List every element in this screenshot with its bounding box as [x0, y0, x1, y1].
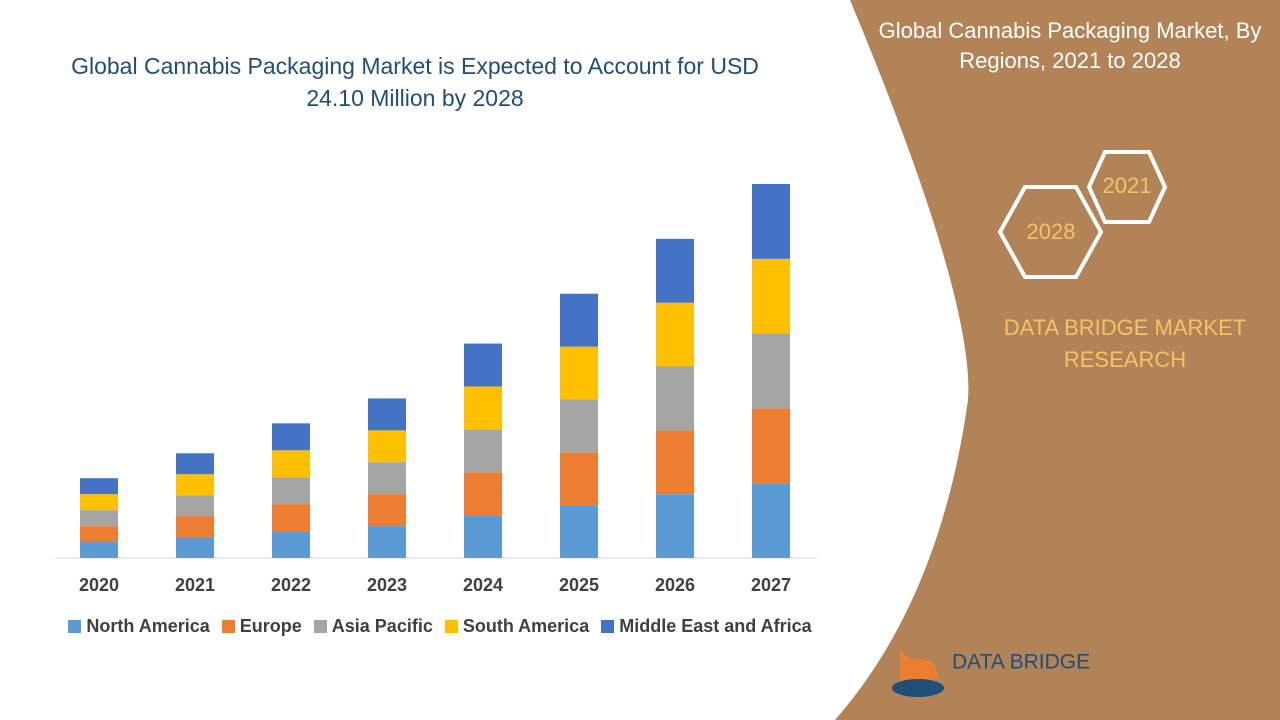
bar-segment [80, 478, 118, 495]
x-tick-label: 2022 [271, 575, 311, 595]
bar-segment [272, 450, 310, 478]
bar-segment [368, 462, 406, 495]
legend-label: Europe [239, 616, 302, 636]
bar-segment [656, 238, 694, 303]
bar-segment [752, 184, 790, 259]
legend-swatch [221, 620, 235, 633]
legend-swatch [313, 620, 327, 633]
hexagon [1086, 150, 1168, 224]
bar-segment [752, 408, 790, 484]
sidebar-title: Global Cannabis Packaging Market, By Reg… [878, 18, 1262, 73]
bar-segment [752, 483, 790, 558]
bar-segment [656, 494, 694, 558]
hex-label: 2021 [1103, 173, 1152, 198]
legend-item: Middle East and Africa [601, 616, 812, 637]
hex-label: 2028 [1027, 219, 1076, 244]
legend-label: South America [462, 616, 590, 636]
bar-segment [368, 398, 406, 431]
bar-segment [752, 333, 790, 409]
bar-segment [368, 430, 406, 463]
bar-segment [176, 495, 214, 517]
bar-segment [464, 429, 502, 473]
bar-segment [272, 504, 310, 532]
bar-segment [560, 293, 598, 347]
bar-segment [560, 346, 598, 400]
legend-label: North America [86, 616, 210, 636]
legend-label: Asia Pacific [331, 616, 433, 636]
hexagon [997, 185, 1104, 279]
legend-item: North America [68, 616, 210, 637]
x-tick-label: 2026 [655, 575, 695, 595]
x-tick-label: 2025 [559, 575, 599, 595]
bar-segment [80, 526, 118, 543]
legend-item: Europe [221, 616, 302, 637]
bar-segment [176, 453, 214, 475]
brand: DATA BRIDGE MARKET RESEARCH [1003, 315, 1247, 372]
legend-swatch [601, 620, 615, 633]
bar-segment [752, 258, 790, 334]
chart-title: Global Cannabis Packaging Market is Expe… [71, 53, 759, 111]
bar-segment [464, 472, 502, 516]
bar-segment [464, 386, 502, 430]
legend: North America Europe Asia Pacific South Ame… [40, 616, 840, 637]
x-tick-label: 2020 [79, 575, 119, 595]
bar-segment [80, 542, 118, 558]
bar-segment [368, 494, 406, 527]
bar-segment [176, 474, 214, 496]
bar-segment [464, 515, 502, 558]
bar-segment [80, 494, 118, 511]
bar-segment [176, 537, 214, 558]
bar-segment [560, 399, 598, 453]
bar-segment [560, 505, 598, 558]
legend-label: Middle East and Africa [619, 616, 812, 636]
logo-text: DATA BRIDGE [952, 651, 1090, 674]
x-tick-label: 2027 [751, 575, 791, 595]
bar-segment [656, 302, 694, 367]
bar-segment [560, 452, 598, 506]
bar-segment [656, 366, 694, 431]
logo-icon [892, 679, 944, 697]
bar-segment [176, 516, 214, 538]
bar-segment [656, 430, 694, 495]
x-tick-label: 2023 [367, 575, 407, 595]
x-tick-label: 2024 [463, 575, 503, 595]
bar-segment [464, 343, 502, 387]
sidebar-bg [835, 0, 1280, 720]
bar-segment [272, 531, 310, 558]
legend-swatch [68, 620, 82, 633]
legend-swatch [444, 620, 458, 633]
bar-segment [80, 510, 118, 527]
legend-item: South America [444, 616, 590, 637]
x-tick-label: 2021 [175, 575, 215, 595]
bar-segment [272, 423, 310, 451]
bar-segment [272, 477, 310, 505]
legend-item: Asia Pacific [313, 616, 433, 637]
bar-segment [368, 526, 406, 558]
